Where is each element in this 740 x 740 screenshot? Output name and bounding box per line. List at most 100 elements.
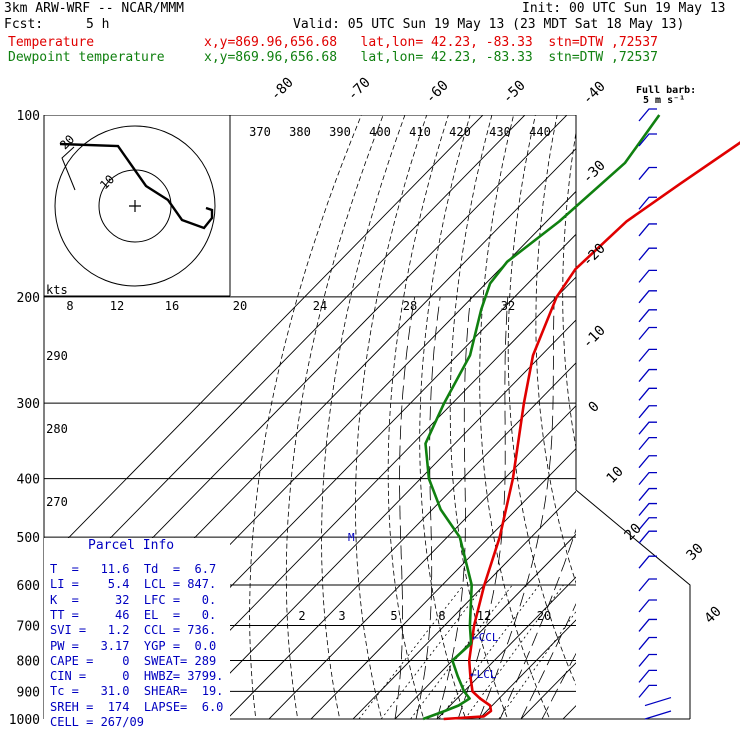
moist-adiabat-10 [436, 296, 471, 719]
mixing-ratio-2 [358, 584, 464, 719]
parcel-info-row: CIN = 0 HWBZ= 3799. [50, 669, 224, 684]
isotherm--40 [226, 362, 576, 719]
barb-staff [638, 166, 657, 180]
moist-adiabat-30 [520, 602, 576, 719]
mixing-ratio-20 [498, 610, 576, 719]
isotherm--120 [44, 115, 484, 564]
wind-barb-900 [638, 684, 657, 698]
isotherm-30 [520, 662, 576, 719]
hodograph-trace [59, 142, 214, 230]
moist-adiabat-0 [394, 296, 416, 719]
forecast-label: Fcst: [4, 17, 44, 32]
wind-barb-330 [638, 421, 657, 435]
pressure-label-900: 900 [17, 685, 40, 700]
forecast-hours: 5 h [86, 17, 110, 32]
wind-barb-800 [638, 653, 657, 667]
wind-barb-215 [638, 309, 657, 323]
dry-adiabat-300 [449, 115, 509, 719]
isotherm-label-9: 10 [604, 464, 627, 487]
speed-label-16: 16 [165, 299, 179, 313]
dry-adiabat-320 [507, 115, 576, 686]
barb-staff [638, 133, 657, 147]
isotherm-label-7: -10 [580, 323, 609, 352]
wind-barb-1000 [644, 710, 672, 720]
wind-barb-185 [638, 269, 657, 283]
speed-label-28: 28 [403, 299, 417, 313]
valid-time: Valid: 05 UTC Sun 19 May 13 (23 MDT Sat … [293, 17, 685, 32]
barb-staff [638, 421, 657, 435]
isotherm-20 [478, 619, 576, 719]
dewpoint-station-info: x,y=869.96,656.68 lat,lon= 42.23, -83.33… [204, 50, 658, 65]
speed-label-24: 24 [313, 299, 327, 313]
wind-barb-230 [638, 326, 657, 340]
dry-adiabat-410 [731, 115, 740, 732]
barb-staff [638, 684, 657, 698]
mixing-ratio-label-5: 5 [390, 609, 397, 623]
wind-barb-375 [638, 455, 657, 469]
dry-adiabat-290 [419, 115, 471, 719]
dry-adiabat-340 [562, 129, 576, 450]
dry-adiabat-260 [321, 115, 406, 719]
right-frame-slant [575, 489, 691, 719]
wind-barb-350 [638, 436, 657, 451]
wind-barb-550 [638, 555, 657, 569]
isotherm-0 [394, 533, 576, 719]
isotherm--20 [310, 447, 576, 719]
moist-adiabat-20 [478, 296, 555, 719]
wind-barb-500 [638, 530, 657, 544]
m-marker: M [348, 531, 355, 544]
wind-barb-140 [638, 196, 657, 210]
wind-barb-270 [638, 368, 657, 382]
barb-staff [638, 636, 657, 650]
parcel-info-row: SVI = 1.2 CCL = 736. [50, 623, 217, 638]
isotherm-label-2: -60 [423, 78, 452, 107]
moist-adiabat-15 [457, 296, 509, 719]
dry-adiabat-380 [663, 115, 740, 732]
speed-label-20: 20 [233, 299, 247, 313]
wind-barb-650 [638, 599, 657, 613]
temperature-legend: Temperature [8, 35, 95, 50]
mixing-ratio-12 [464, 584, 564, 719]
dry-adiabat-280 [387, 115, 449, 719]
barb-staff [638, 517, 657, 531]
isotherm-label-11: 30 [684, 541, 707, 564]
wind-barb-425 [638, 487, 657, 501]
pressure-label-1000: 1000 [9, 713, 40, 728]
temperature-line [443, 141, 740, 721]
barb-staff [638, 502, 657, 516]
wind-barb-450 [638, 502, 657, 516]
barb-staff [638, 669, 657, 683]
full-barb-label: Full barb: [636, 85, 696, 96]
pressure-label-600: 600 [17, 579, 40, 594]
barb-staff [638, 436, 657, 451]
wind-barb-200 [638, 290, 657, 304]
wind-barb-475 [638, 517, 657, 531]
theta-label-400: 400 [369, 125, 391, 139]
isotherm--30 [268, 405, 576, 719]
parcel-info-row: Tc = 31.0 SHEAR= 19. [50, 684, 224, 699]
barb-staff [638, 309, 657, 323]
parcel-info-row: CAPE = 0 SWEAT= 289 [50, 653, 217, 668]
parcel-info-panel: Parcel Info T = 11.6 Td = 6.7 LI = 5.4 LC… [44, 538, 230, 729]
moist-adiabat-35 [541, 652, 576, 719]
isotherm-10 [436, 576, 576, 719]
hodograph-aux [61, 146, 76, 191]
full-barb-unit: 5 m s⁻¹ [643, 95, 685, 106]
adiabat-label-280: 280 [46, 422, 68, 436]
barb-staff [638, 471, 657, 486]
theta-label-430: 430 [489, 125, 511, 139]
barb-staff [638, 247, 657, 261]
hodograph-unit: kts [46, 283, 68, 297]
wind-barb-125 [638, 166, 657, 180]
wind-barb-100 [638, 108, 657, 122]
moist-adiabat-25 [499, 528, 576, 719]
dry-adiabat-250 [285, 115, 384, 719]
mixing-ratio-8 [438, 584, 540, 719]
pressure-label-500: 500 [17, 531, 40, 546]
theta-label-370: 370 [249, 125, 271, 139]
pressure-label-700: 700 [17, 619, 40, 634]
adiabat-label-290: 290 [46, 349, 68, 363]
isotherm-label-1: -70 [345, 75, 374, 104]
moist-adiabat-5 [415, 296, 441, 719]
pressure-label-300: 300 [17, 397, 40, 412]
